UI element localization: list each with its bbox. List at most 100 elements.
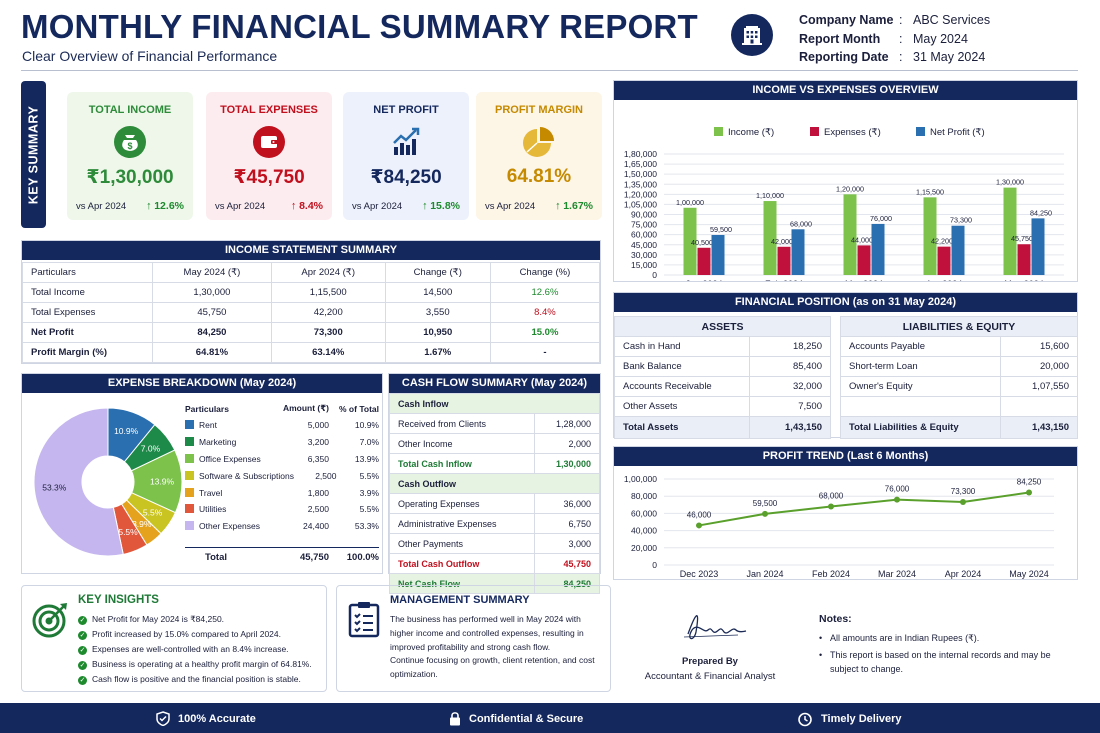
table-cell: Other Assets — [614, 396, 750, 417]
footer-timely: Timely Delivery — [797, 711, 902, 727]
notes-title: Notes: — [819, 613, 852, 625]
bar — [1031, 218, 1045, 275]
section-row: Cash Outflow — [389, 473, 600, 494]
table-cell: 3,000 — [533, 533, 601, 554]
table-cell: Short-term Loan — [840, 356, 1001, 377]
bar — [923, 197, 937, 275]
y-tick-label: 80,000 — [631, 491, 657, 501]
x-tick-label: Dec 2023 — [680, 569, 719, 579]
y-tick-label: 40,000 — [631, 526, 657, 536]
kpi-card-net-profit: NET PROFIT ₹84,250 vs Apr 2024 ↑ 15.8% — [343, 92, 469, 220]
expense-name: Utilities — [199, 504, 227, 515]
key-summary-tab: KEY SUMMARY — [21, 81, 46, 228]
legend-swatch — [185, 470, 194, 480]
table-header-row: ASSETS — [614, 316, 831, 337]
x-tick-label: May 2024 — [1004, 279, 1044, 281]
report-meta: Company Name: ABC Services Report Month: M… — [799, 11, 990, 67]
kpi-compare-label: vs Apr 2024 — [485, 200, 536, 212]
table-cell: 63.14% — [270, 342, 386, 363]
column-header: ASSETS — [614, 316, 831, 337]
expense-pct: 53.3% — [354, 521, 379, 532]
table-cell: Net Profit — [22, 322, 153, 343]
bar-data-label: 40,500 — [691, 238, 713, 247]
column-header: % of Total — [339, 403, 379, 414]
table-row: Net Profit 84,250 73,300 10,950 15.0% — [22, 322, 601, 343]
y-tick-label: 15,000 — [631, 260, 657, 270]
expense-name: Office Expenses — [199, 453, 261, 464]
y-tick-label: 45,000 — [631, 240, 657, 250]
table-cell: 1,30,000 — [533, 453, 601, 474]
kpi-change: ↑ 15.8% — [422, 200, 460, 212]
column-header: Particulars — [185, 403, 229, 414]
expense-pct: 13.9% — [354, 453, 379, 464]
line-point — [960, 498, 966, 505]
y-tick-label: 60,000 — [631, 230, 657, 240]
table-cell: 18,250 — [749, 336, 831, 357]
table-cell: 1,07,550 — [1000, 376, 1078, 397]
page-subtitle: Clear Overview of Financial Performance — [22, 48, 278, 64]
legend-swatch — [185, 504, 194, 514]
expense-amount: 2,500 — [307, 504, 329, 515]
expense-name: Software & Subscriptions — [199, 470, 294, 481]
table-cell: 64.81% — [152, 342, 272, 363]
expense-name: Rent — [199, 420, 217, 431]
note-item: • All amounts are in Indian Rupees (₹). — [819, 633, 980, 643]
meta-date: Reporting Date:31 May 2024 — [799, 50, 986, 64]
income-statement-table: Particulars May 2024 (₹) Apr 2024 (₹) Chang… — [22, 262, 601, 363]
table-row: Accounts Payable 15,600 — [840, 336, 1078, 357]
bar — [937, 246, 951, 275]
table-cell: Profit Margin (%) — [22, 342, 153, 363]
table-cell: Accounts Receivable — [614, 376, 750, 397]
pie-label: 5.5% — [118, 527, 138, 537]
management-summary-title: MANAGEMENT SUMMARY — [390, 594, 530, 606]
bar-data-label: 1,15,500 — [916, 187, 944, 196]
expense-name: Other Expenses — [199, 521, 260, 532]
legend-swatch — [185, 453, 194, 463]
legend-label: Income (₹) — [728, 127, 774, 138]
income-statement-title: INCOME STATEMENT SUMMARY — [22, 241, 600, 260]
legend-label: Expenses (₹) — [824, 127, 881, 138]
x-tick-label: Apr 2024 — [945, 569, 982, 579]
key-insights-list: ✓ Net Profit for May 2024 is ₹84,250. ✓ Pro… — [78, 612, 312, 687]
table-cell: Total Liabilities & Equity — [840, 416, 1001, 439]
pie-slice-6 — [33, 407, 124, 557]
table-total-row: Total Liabilities & Equity 1,43,150 — [840, 416, 1078, 439]
table-row: Other Payments 3,000 — [389, 533, 601, 554]
bar-data-label: 59,500 — [710, 225, 732, 234]
point-data-label: 84,250 — [1017, 478, 1042, 487]
net-cash-row: Net Cash Flow 84,250 — [389, 573, 601, 594]
kpi-change: ↑ 12.6% — [146, 200, 184, 212]
expense-table: Particulars Amount (₹) % of Total Rent 5,000… — [185, 400, 379, 567]
kpi-value: ₹84,250 — [370, 167, 442, 188]
table-cell: Owner's Equity — [840, 376, 1001, 397]
column-header: Particulars — [22, 262, 153, 283]
footer-bar: 100% Accurate Confidential & Secure Time… — [0, 703, 1100, 733]
y-tick-label: 60,000 — [631, 508, 657, 518]
y-tick-label: 20,000 — [631, 543, 657, 553]
pie-label: 13.9% — [150, 476, 175, 486]
table-cell: 42,200 — [270, 302, 386, 323]
y-tick-label: 30,000 — [631, 250, 657, 260]
profit-trend-line-chart: 0 20,000 40,000 60,000 80,000 1,00,000 46,000 D… — [624, 474, 1054, 579]
pie-label: 3.9% — [132, 519, 152, 529]
pie-label: 10.9% — [114, 426, 139, 436]
table-row: Accounts Receivable 32,000 — [614, 376, 831, 397]
kpi-compare-label: vs Apr 2024 — [215, 200, 266, 212]
kpi-card-total-income: TOTAL INCOME $ ₹1,30,000 vs Apr 2024 ↑ 1… — [67, 92, 193, 220]
column-header: Change (₹) — [384, 262, 491, 283]
kpi-card-total-expenses: TOTAL EXPENSES ₹45,750 vs Apr 2024 ↑ 8.4… — [206, 92, 332, 220]
list-item: Office Expenses 6,350 13.9% — [185, 451, 379, 468]
insight-item: ✓ Net Profit for May 2024 is ₹84,250. — [78, 614, 225, 625]
expense-amount: 5,000 — [307, 420, 329, 431]
x-tick-label: May 2024 — [1009, 569, 1049, 579]
bar-data-label: 45,750 — [1011, 234, 1033, 243]
list-item: Marketing 3,200 7.0% — [185, 434, 379, 451]
wallet-icon — [251, 124, 287, 160]
meta-company: Company Name: ABC Services — [799, 13, 991, 27]
expense-pct: 5.5% — [359, 504, 379, 515]
chart-up-icon — [388, 124, 424, 160]
expense-amount: 2,500 — [315, 470, 337, 481]
point-data-label: 76,000 — [885, 485, 910, 494]
expense-pct: 10.9% — [354, 420, 379, 431]
kpi-title: PROFIT MARGIN — [495, 104, 583, 116]
